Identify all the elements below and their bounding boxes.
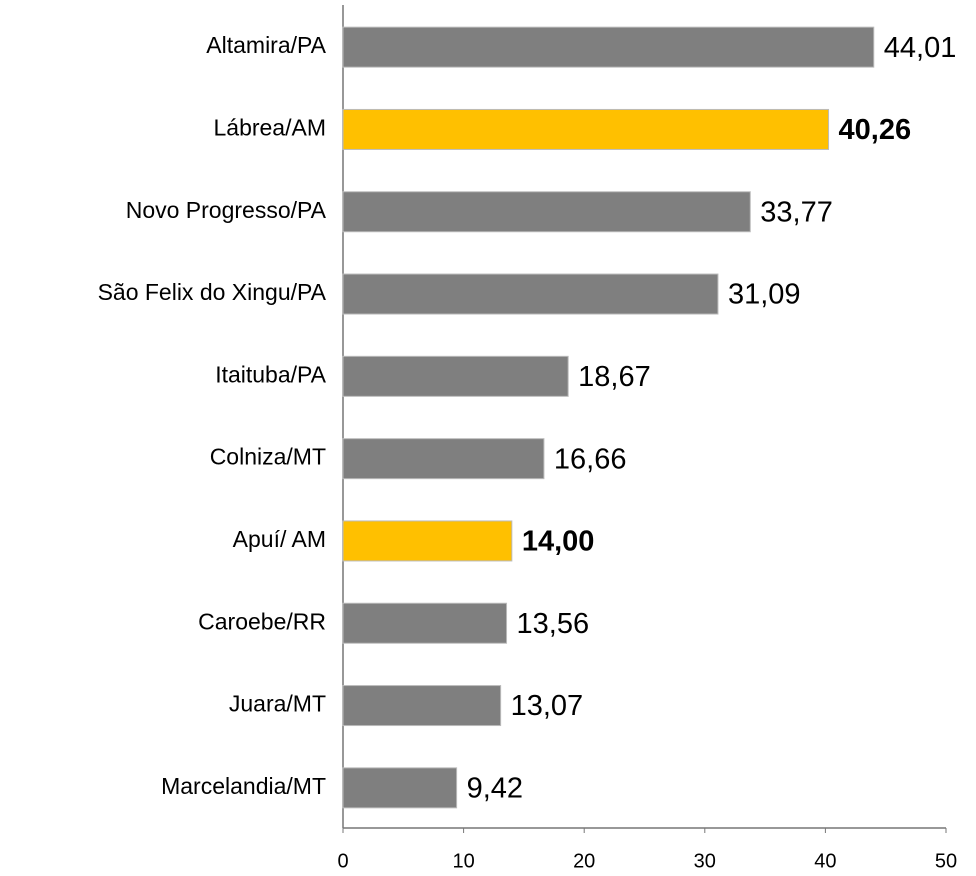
x-tick-label: 20 <box>573 850 595 872</box>
value-label: 40,26 <box>839 114 912 146</box>
bar <box>342 767 458 809</box>
value-label: 44,01 <box>884 32 957 64</box>
value-label: 13,56 <box>517 608 590 640</box>
x-tick-label: 10 <box>452 850 474 872</box>
bar <box>342 26 875 68</box>
y-tick-label: Marcelandia/MT <box>161 773 326 799</box>
y-tick-label: Juara/MT <box>229 691 326 717</box>
y-tick-label: Itaituba/PA <box>215 361 326 387</box>
value-label: 31,09 <box>728 279 801 311</box>
bar <box>342 191 751 233</box>
value-label: 33,77 <box>760 196 833 228</box>
value-label: 16,66 <box>554 443 627 475</box>
y-tick-label: São Felix do Xingu/PA <box>98 279 327 305</box>
x-tick-label: 30 <box>694 850 716 872</box>
bar <box>342 438 545 480</box>
bar <box>342 273 719 315</box>
value-label: 9,42 <box>467 773 523 805</box>
value-label: 14,00 <box>522 526 595 558</box>
value-label: 13,07 <box>511 690 584 722</box>
bar <box>342 520 513 562</box>
bar <box>342 355 569 397</box>
y-tick-label: Novo Progresso/PA <box>126 197 327 223</box>
y-tick-label: Caroebe/RR <box>198 608 326 634</box>
y-tick-label: Lábrea/AM <box>213 115 326 141</box>
bar <box>342 602 508 644</box>
x-tick-label: 40 <box>814 850 836 872</box>
bar <box>342 685 502 727</box>
value-label: 18,67 <box>578 361 651 393</box>
x-tick-label: 50 <box>935 850 957 872</box>
y-tick-label: Colniza/MT <box>210 444 326 470</box>
y-tick-label: Altamira/PA <box>206 32 326 58</box>
bar <box>342 108 830 150</box>
x-tick-label: 0 <box>337 850 348 872</box>
y-tick-label: Apuí/ AM <box>233 526 326 552</box>
